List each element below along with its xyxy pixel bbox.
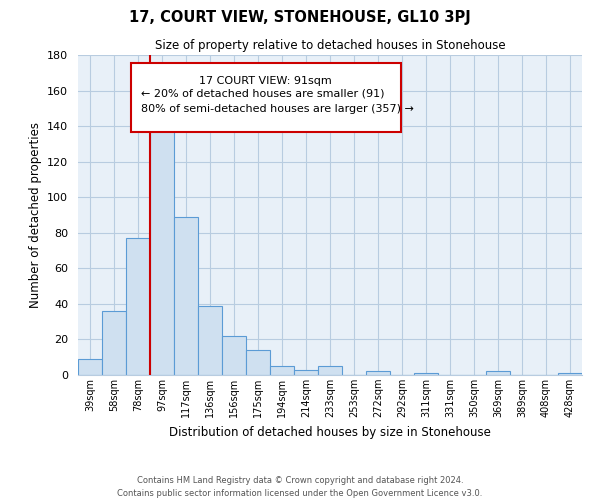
Bar xyxy=(414,373,438,375)
Bar xyxy=(294,370,318,375)
Title: Size of property relative to detached houses in Stonehouse: Size of property relative to detached ho… xyxy=(155,40,505,52)
Bar xyxy=(222,336,246,375)
Text: ← 20% of detached houses are smaller (91)
80% of semi-detached houses are larger: ← 20% of detached houses are smaller (91… xyxy=(141,88,414,114)
X-axis label: Distribution of detached houses by size in Stonehouse: Distribution of detached houses by size … xyxy=(169,426,491,438)
Bar xyxy=(174,217,198,375)
Text: 17 COURT VIEW: 91sqm: 17 COURT VIEW: 91sqm xyxy=(199,76,332,86)
FancyBboxPatch shape xyxy=(131,63,401,132)
Text: Contains HM Land Registry data © Crown copyright and database right 2024.
Contai: Contains HM Land Registry data © Crown c… xyxy=(118,476,482,498)
Bar xyxy=(270,366,294,375)
Bar xyxy=(558,373,582,375)
Bar xyxy=(102,311,126,375)
Text: 17, COURT VIEW, STONEHOUSE, GL10 3PJ: 17, COURT VIEW, STONEHOUSE, GL10 3PJ xyxy=(129,10,471,25)
Bar xyxy=(486,372,510,375)
Y-axis label: Number of detached properties: Number of detached properties xyxy=(29,122,41,308)
Bar xyxy=(150,117,174,375)
Bar xyxy=(126,238,150,375)
Bar xyxy=(78,359,102,375)
Bar xyxy=(366,372,390,375)
Bar xyxy=(246,350,270,375)
Bar xyxy=(318,366,342,375)
Bar xyxy=(198,306,222,375)
